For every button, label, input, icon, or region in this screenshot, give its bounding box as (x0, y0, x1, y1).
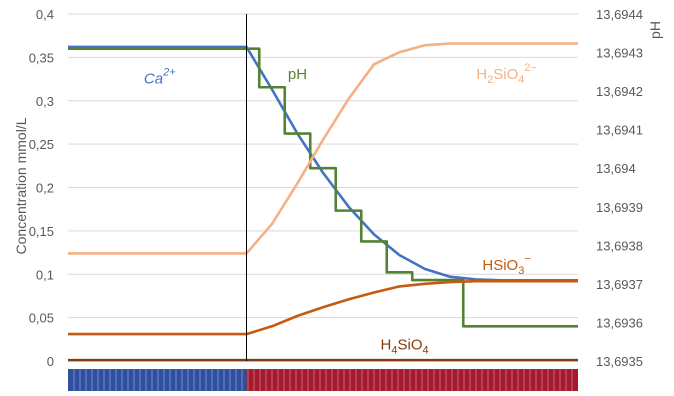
series-line (68, 42, 578, 255)
y2-tick-label: 13,6943 (596, 46, 643, 61)
series-line (68, 47, 578, 328)
grid (68, 13, 578, 362)
y-tick-label: 0,2 (36, 181, 54, 196)
phase-bar-segment-1 (68, 369, 247, 391)
y-tick-label: 0,05 (29, 311, 54, 326)
y-tick-label: 0,15 (29, 224, 54, 239)
annotation-hsio3: HSiO3− (482, 253, 530, 277)
phase-bar (68, 369, 578, 391)
y2-tick-label: 13,6942 (596, 84, 643, 99)
series-annotations: Ca2+ pH H2SiO42− HSiO3− H4SiO4 (144, 62, 537, 357)
annotation-ph: pH (288, 66, 307, 83)
y2-tick-label: 13,6941 (596, 123, 643, 138)
y-tick-label: 0,1 (36, 267, 54, 282)
y-tick-labels: 0 0,05 0,1 0,15 0,2 0,25 0,3 0,35 0,4 (29, 7, 54, 369)
y2-tick-label: 13,6944 (596, 7, 643, 22)
y2-tick-label: 13,6935 (596, 354, 643, 369)
series-line (68, 279, 578, 336)
y2-tick-labels: 13,6935 13,6936 13,6937 13,6938 13,6939 13,69… (596, 7, 643, 369)
y2-tick-label: 13,6936 (596, 315, 643, 330)
y2-tick-label: 13,6939 (596, 200, 643, 215)
y2-tick-label: 13,6937 (596, 277, 643, 292)
y-tick-label: 0,35 (29, 50, 54, 65)
y2-tick-label: 13,694 (596, 161, 636, 176)
y2-axis-title: pH (647, 21, 663, 39)
y-tick-label: 0,4 (36, 7, 54, 22)
y-tick-label: 0,3 (36, 94, 54, 109)
y-axis-title: Concentration mmol/L (13, 117, 29, 254)
y-tick-label: 0 (47, 354, 54, 369)
annotation-ca: Ca2+ (144, 66, 176, 87)
series-lines (68, 42, 578, 362)
y-tick-label: 0,25 (29, 137, 54, 152)
phase-bar-segment-2 (246, 369, 578, 391)
y2-tick-label: 13,6938 (596, 238, 643, 253)
annotation-h2sio4: H2SiO42− (476, 62, 537, 86)
annotation-h4sio4: H4SiO4 (381, 337, 429, 357)
